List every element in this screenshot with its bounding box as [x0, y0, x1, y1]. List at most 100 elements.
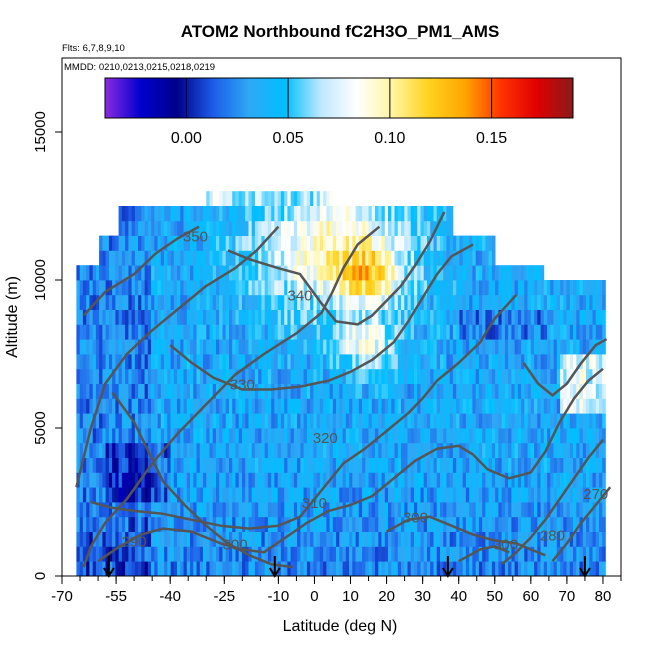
heatmap-cell [420, 413, 425, 429]
heatmap-cell [388, 561, 392, 576]
heatmap-cell [186, 324, 191, 340]
heatmap-cell [287, 191, 292, 206]
heatmap-cell [414, 368, 418, 384]
heatmap-cell [245, 309, 249, 325]
heatmap-cell [530, 531, 535, 547]
heatmap-cell [410, 309, 415, 325]
heatmap-cell [582, 339, 587, 355]
heatmap-cell [180, 383, 184, 399]
heatmap-cell [138, 516, 142, 532]
heatmap-cell [355, 250, 360, 266]
heatmap-cell [592, 561, 597, 576]
heatmap-cell [404, 206, 408, 222]
heatmap-cell [121, 235, 126, 251]
heatmap-cell [177, 294, 181, 310]
heatmap-cell [134, 487, 139, 503]
heatmap-cell [397, 457, 402, 473]
heatmap-cell [355, 354, 360, 370]
heatmap-cell [303, 531, 308, 547]
heatmap-cell [326, 339, 330, 355]
heatmap-cell [154, 324, 158, 340]
heatmap-cell [89, 457, 93, 473]
heatmap-cell [459, 516, 463, 532]
heatmap-cell [384, 235, 389, 251]
contour-line [111, 391, 293, 569]
heatmap-cell [147, 546, 152, 562]
heatmap-cell [401, 294, 405, 310]
heatmap-cell [280, 191, 285, 206]
y-tick-label: 5000 [32, 411, 49, 444]
contour-line [386, 515, 546, 557]
heatmap-cell [242, 280, 246, 296]
heatmap-cell [300, 472, 304, 488]
heatmap-cell [95, 309, 100, 325]
heatmap-cell [332, 428, 337, 444]
heatmap-cell [449, 472, 454, 488]
heatmap-cell [550, 383, 554, 399]
heatmap-cell [313, 561, 317, 576]
heatmap-cell [193, 546, 197, 562]
heatmap-cell [391, 502, 395, 518]
heatmap-cell [336, 220, 340, 236]
heatmap-cell [326, 324, 330, 340]
heatmap-cell [595, 354, 600, 370]
heatmap-cell [300, 265, 304, 281]
heatmap-cell [147, 472, 152, 488]
heatmap-cell [556, 502, 561, 518]
heatmap-cell [560, 324, 564, 340]
heatmap-cell [193, 561, 197, 576]
heatmap-cell [138, 294, 142, 310]
heatmap-cell [586, 398, 590, 414]
heatmap-cell [274, 206, 278, 222]
heatmap-cell [167, 265, 171, 281]
heatmap-cell [573, 531, 577, 547]
heatmap-cell [573, 487, 577, 503]
heatmap-cell [229, 516, 233, 532]
heatmap-cell [560, 280, 564, 296]
heatmap-cell [147, 280, 152, 296]
heatmap-cell [216, 250, 220, 266]
heatmap-cell [242, 428, 246, 444]
heatmap-cell [381, 531, 386, 547]
heatmap-cell [160, 428, 165, 444]
heatmap-cell [511, 354, 515, 370]
heatmap-cell [560, 368, 564, 384]
heatmap-cell [459, 383, 463, 399]
heatmap-cell [306, 368, 311, 384]
heatmap-cell [151, 472, 155, 488]
heatmap-cell [151, 442, 155, 458]
heatmap-cell [280, 309, 285, 325]
heatmap-cell [566, 428, 571, 444]
heatmap-cell [352, 294, 356, 310]
heatmap-cell [589, 280, 593, 296]
heatmap-cell [76, 324, 80, 340]
heatmap-cell [547, 442, 551, 458]
heatmap-cell [206, 398, 210, 414]
heatmap-cell [430, 428, 434, 444]
heatmap-cell [235, 294, 240, 310]
heatmap-cell [556, 413, 561, 429]
heatmap-cell [414, 472, 418, 488]
heatmap-cell [375, 339, 379, 355]
heatmap-cell [89, 561, 93, 576]
heatmap-cell [388, 206, 392, 222]
heatmap-cell [472, 413, 476, 429]
heatmap-cell [297, 383, 301, 399]
heatmap-cell [401, 324, 405, 340]
heatmap-cell [478, 502, 483, 518]
heatmap-cell [293, 191, 298, 206]
heatmap-cell [579, 457, 584, 473]
heatmap-cell [498, 561, 502, 576]
heatmap-cell [452, 309, 457, 325]
heatmap-cell [167, 383, 171, 399]
heatmap-cell [229, 487, 233, 503]
heatmap-cell [115, 561, 119, 576]
heatmap-cell [125, 294, 129, 310]
heatmap-cell [491, 413, 496, 429]
heatmap-cell [131, 546, 136, 562]
heatmap-cell [527, 428, 532, 444]
heatmap-cell [345, 546, 350, 562]
heatmap-cell [443, 546, 447, 562]
heatmap-cell [293, 368, 298, 384]
